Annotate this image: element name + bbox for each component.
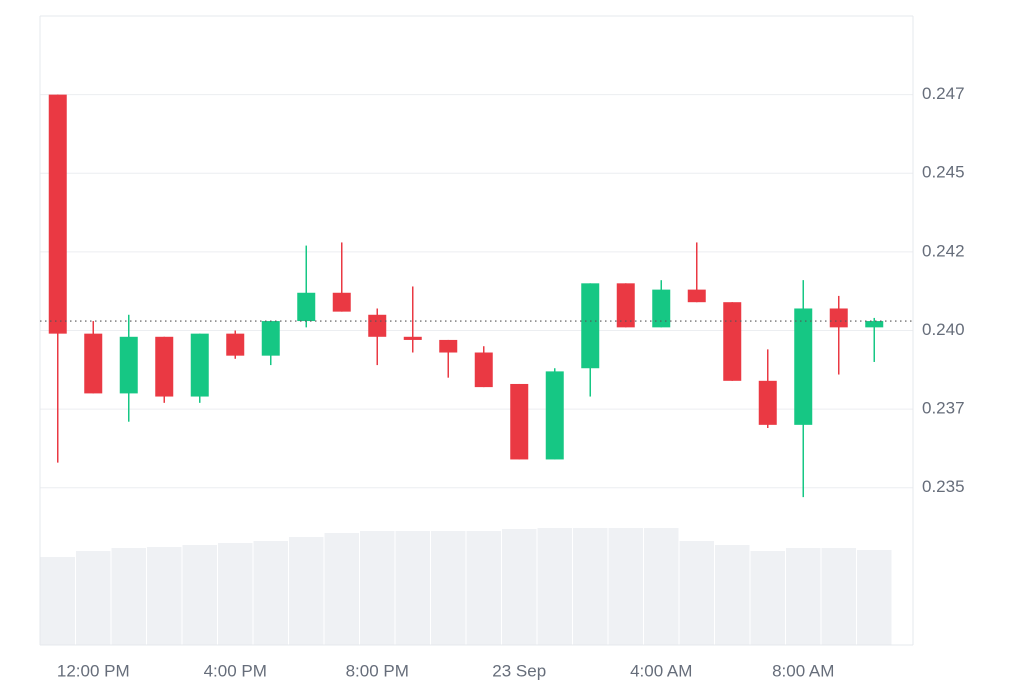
candle-body (616, 283, 635, 328)
volume-bar (289, 537, 324, 645)
volume-bar (218, 543, 253, 645)
volume-bar (573, 528, 608, 645)
candle-body (119, 336, 138, 394)
candle-body (687, 289, 706, 303)
volume-bar (147, 547, 182, 645)
candle-body (581, 283, 600, 369)
volume-bar (750, 551, 785, 645)
volume-bar (715, 545, 750, 645)
y-tick-label: 0.235 (922, 477, 965, 496)
candle-body (155, 336, 174, 397)
volume-bar (608, 528, 643, 645)
volume-bar (786, 548, 821, 645)
candle-body (652, 289, 671, 328)
x-tick-label: 4:00 PM (204, 661, 267, 680)
x-tick-label: 8:00 AM (772, 661, 834, 680)
volume-bar (821, 548, 856, 645)
candle-body (368, 314, 387, 337)
candle-body (190, 333, 209, 397)
y-tick-label: 0.247 (922, 84, 965, 103)
volume-bar (111, 548, 146, 645)
y-tick-label: 0.242 (922, 241, 965, 260)
volume-bar (537, 528, 572, 645)
volume-bar (679, 541, 714, 645)
volume-bar (360, 531, 395, 645)
volume-bar (182, 545, 217, 645)
candle-body (403, 336, 422, 340)
candle-body (439, 339, 458, 353)
candle-body (332, 292, 351, 312)
volume-bar (644, 528, 679, 645)
volume-bar (857, 550, 892, 645)
y-tick-label: 0.240 (922, 320, 965, 339)
candle-body (297, 292, 316, 322)
grid-layer (40, 94, 913, 489)
candle-body (261, 321, 280, 356)
candle-body (226, 333, 245, 356)
volume-bar (253, 541, 288, 645)
candle-body (510, 383, 529, 460)
x-tick-label: 4:00 AM (630, 661, 692, 680)
x-tick-label: 23 Sep (492, 661, 546, 680)
volume-bar (40, 557, 75, 645)
candle-body (723, 302, 742, 381)
volume-bar (395, 531, 430, 645)
volume-bar (324, 533, 359, 645)
candle-body (84, 333, 103, 394)
candle-body (48, 94, 67, 334)
candle-body (794, 308, 813, 425)
x-tick-label: 12:00 PM (57, 661, 130, 680)
y-tick-label: 0.245 (922, 163, 965, 182)
candle-body (829, 308, 848, 328)
candle-body (865, 321, 884, 328)
volume-bar (466, 531, 501, 645)
volume-layer (40, 528, 892, 645)
volume-bar (431, 531, 466, 645)
x-tick-label: 8:00 PM (346, 661, 409, 680)
candle-body (758, 380, 777, 425)
candle-body (545, 371, 564, 460)
y-tick-label: 0.237 (922, 399, 965, 418)
candles-layer (40, 94, 913, 498)
volume-bar (502, 529, 537, 645)
volume-bar (76, 551, 111, 645)
candle-body (474, 352, 493, 388)
